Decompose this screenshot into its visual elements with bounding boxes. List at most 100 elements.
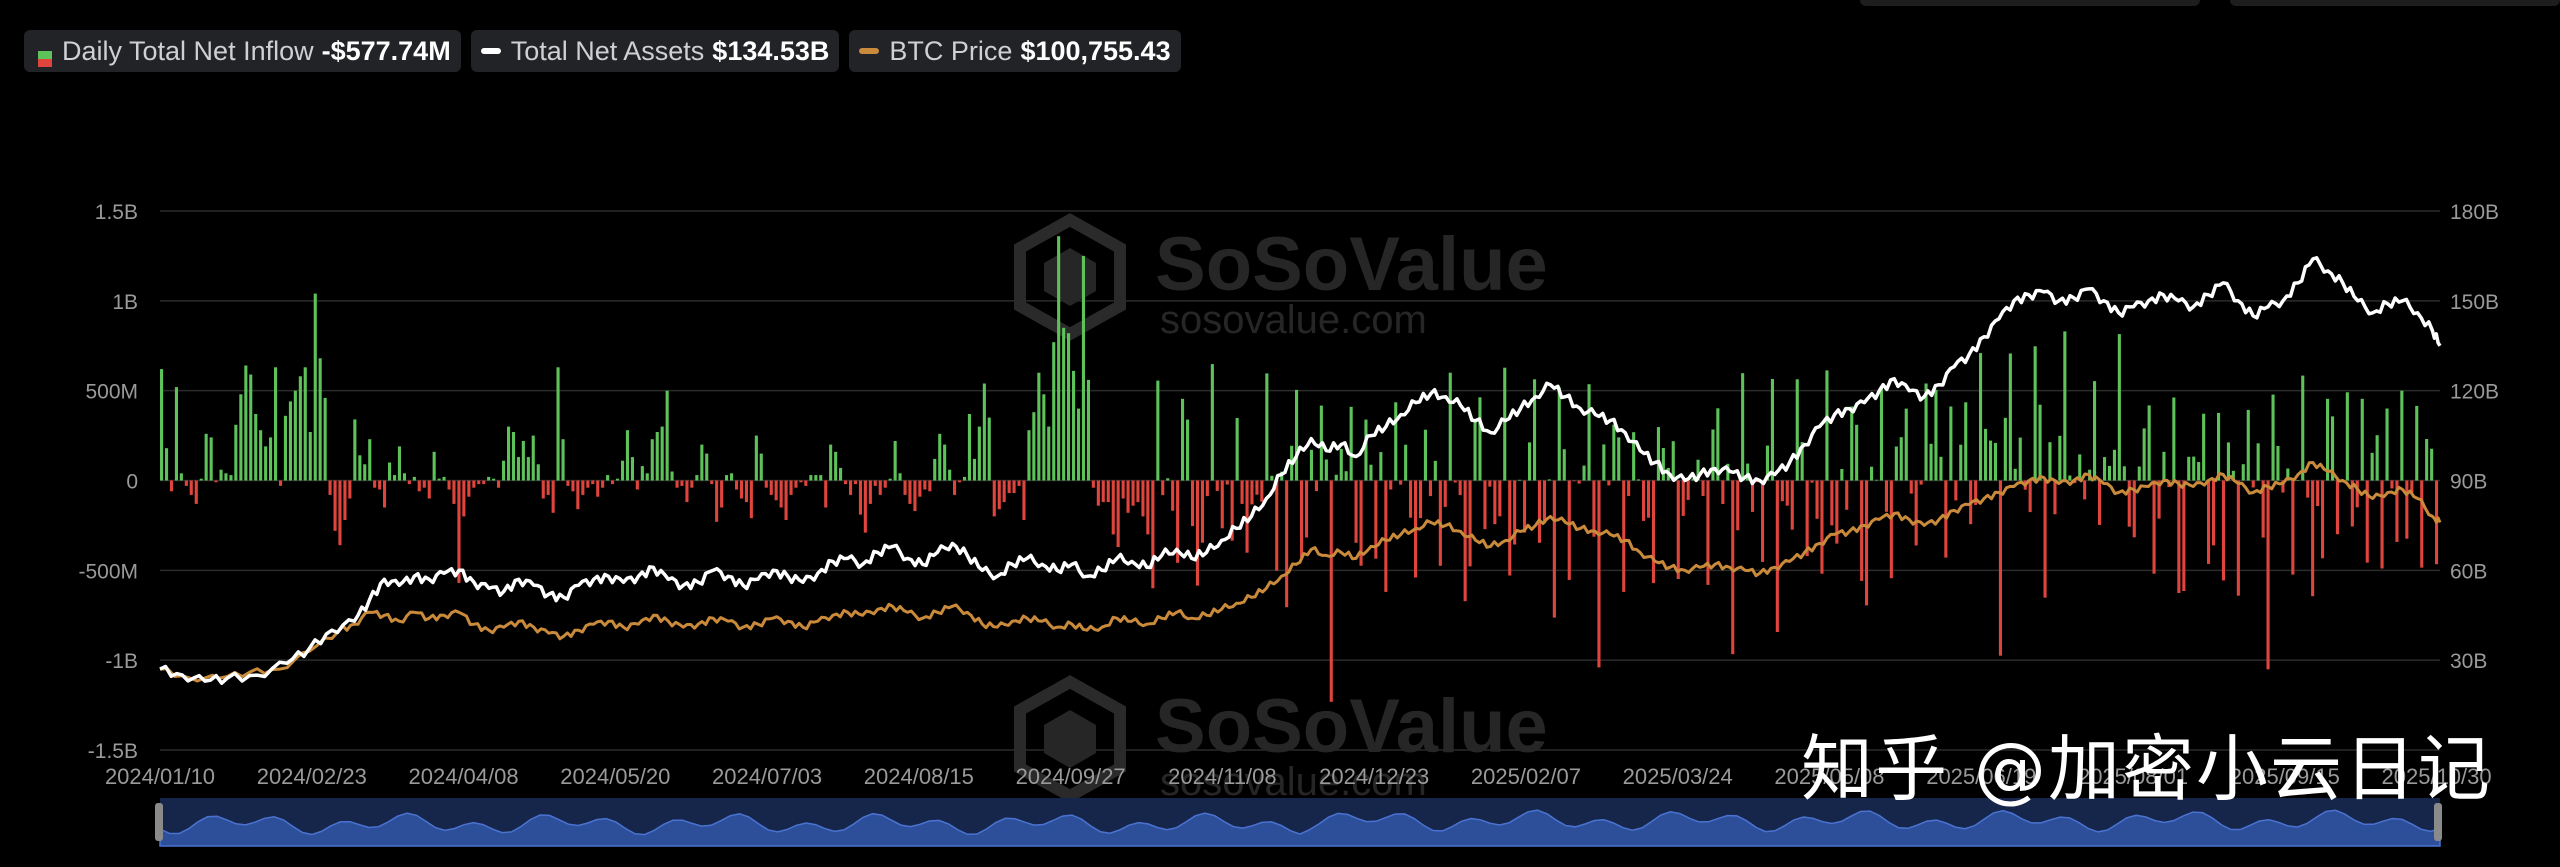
inflow-bar (621, 460, 625, 481)
inflow-bar (313, 293, 317, 481)
inflow-bar (2197, 462, 2201, 481)
inflow-bar (616, 478, 620, 481)
inflow-bar (1761, 480, 1765, 562)
x-tick-label: 2025/05/08 (1774, 764, 1884, 789)
inflow-bar (1547, 479, 1551, 481)
inflow-bar (2053, 480, 2057, 515)
inflow-bar (1721, 480, 1725, 504)
left-tick-label: -1.5B (88, 740, 138, 763)
inflow-bar (844, 480, 848, 485)
inflow-bar (432, 451, 436, 481)
inflow-bar (1458, 480, 1462, 496)
inflow-bar (2420, 480, 2424, 568)
legend-item-btc[interactable]: BTC Price $100,755.43 (849, 30, 1181, 72)
inflow-bar (1186, 419, 1190, 481)
inflow-bar (1111, 480, 1115, 535)
inflow-bar (883, 480, 887, 488)
inflow-bar (1324, 459, 1328, 481)
x-tick-label: 2024/04/08 (408, 764, 518, 789)
inflow-bar (630, 457, 634, 481)
inflow-bar (670, 471, 674, 481)
inflow-bar (1870, 466, 1874, 481)
inflow-bar (1215, 480, 1219, 491)
inflow-bar (1924, 383, 1928, 481)
top-control-left[interactable] (1860, 0, 2200, 6)
inflow-bar (700, 444, 704, 481)
inflow-bar (977, 426, 981, 481)
inflow-bar (1904, 408, 1908, 481)
inflow-bar (507, 426, 511, 481)
inflow-bar (1300, 480, 1304, 558)
left-axis-labels: 1.5B 1B 500M 0 -500M -1B -1.5B (78, 201, 138, 763)
inflow-bar (482, 480, 486, 485)
inflow-bar (511, 432, 515, 481)
inflow-bar (1542, 480, 1546, 524)
inflow-bar (1483, 480, 1487, 530)
top-control-right[interactable] (2230, 0, 2560, 6)
right-axis-labels: 180B 150B 120B 90B 60B 30B (2450, 201, 2499, 673)
x-axis-labels: 2024/01/10 2024/02/23 2024/04/08 2024/05/20… (105, 764, 2492, 789)
inflow-bar (1423, 429, 1427, 481)
left-tick-label: -1B (105, 650, 138, 673)
inflow-bar (487, 476, 491, 481)
inflow-bar (462, 480, 466, 517)
inflow-bar (2122, 466, 2126, 481)
inflow-bar (1989, 440, 1993, 481)
inflow-bar (1195, 480, 1199, 586)
legend-item-inflow[interactable]: Daily Total Net Inflow -$577.74M (24, 30, 461, 72)
inflow-bar (868, 480, 872, 504)
right-tick-label: 90B (2450, 471, 2487, 494)
inflow-bar (1686, 480, 1690, 500)
inflow-bar (2380, 480, 2384, 569)
inflow-bar (363, 464, 367, 481)
inflow-bar (378, 480, 382, 490)
inflow-bar (725, 475, 729, 481)
inflow-bar (645, 473, 649, 481)
btc-swatch-icon (859, 48, 880, 54)
inflow-bar (2331, 416, 2335, 481)
inflow-bar (1984, 428, 1988, 481)
inflow-bar (1513, 480, 1517, 545)
x-tick-label: 2024/09/27 (1016, 764, 1126, 789)
inflow-bar (1661, 448, 1665, 481)
inflow-bar (1334, 474, 1338, 481)
inflow-bar (1002, 480, 1006, 503)
inflow-bar (1815, 480, 1819, 519)
inflow-bar (1622, 480, 1626, 592)
x-tick-label: 2025/03/24 (1623, 764, 1733, 789)
inflow-bar (1433, 460, 1437, 481)
inflow-bar (2063, 331, 2067, 481)
inflow-bar (853, 480, 857, 485)
inflow-bar (1785, 480, 1789, 506)
inflow-bar (308, 432, 312, 481)
inflow-bar (1508, 480, 1512, 576)
inflow-bar (2083, 480, 2087, 500)
inflow-bar (903, 480, 907, 495)
inflow-bar (174, 387, 178, 481)
inflow-bar (373, 480, 377, 488)
inflow-bar (551, 480, 555, 513)
inflow-bar (214, 480, 218, 483)
legend-item-assets[interactable]: Total Net Assets $134.53B (470, 30, 840, 72)
inflow-bar (1478, 397, 1482, 481)
inflow-bar (169, 480, 173, 492)
inflow-bar (829, 444, 833, 481)
inflow-bar (1027, 430, 1031, 481)
inflow-bar (497, 480, 501, 488)
inflow-bar (2142, 428, 2146, 481)
inflow-bar (1775, 480, 1779, 632)
inflow-bar (1770, 379, 1774, 481)
inflow-bar (1067, 333, 1071, 481)
inflow-bar (1726, 463, 1730, 481)
inflow-bar (472, 480, 476, 488)
inflow-bar (1463, 480, 1467, 602)
inflow-bar (1200, 480, 1204, 543)
inflow-bar (705, 453, 709, 481)
inflow-bar (1121, 480, 1125, 499)
x-tick-label: 2025/06/19 (1926, 764, 2036, 789)
inflow-bar (804, 480, 808, 486)
inflow-bar (2187, 456, 2191, 481)
inflow-bar (759, 453, 763, 481)
inflow-bar (2256, 443, 2260, 481)
